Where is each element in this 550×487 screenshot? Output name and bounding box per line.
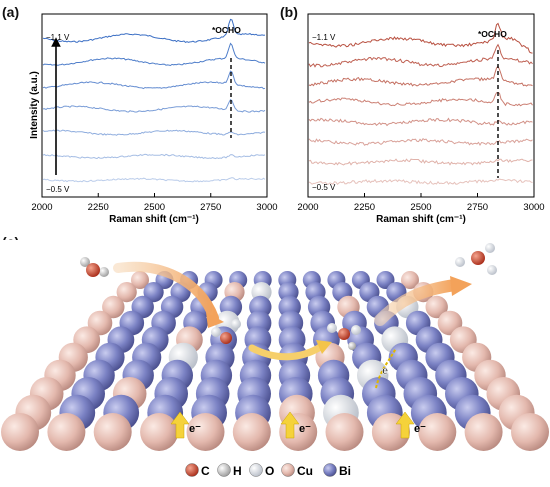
x-tick-label: 2750 (467, 202, 488, 213)
legend-swatch (281, 463, 295, 477)
legend-swatch (185, 463, 199, 477)
series-line (308, 43, 533, 68)
x-tick-label: 3000 (256, 202, 277, 213)
series-line (42, 18, 266, 43)
x-tick-label: 2750 (200, 202, 221, 213)
product-molecule (455, 243, 497, 275)
series-group-b (308, 22, 533, 186)
lattice-atom (116, 282, 137, 303)
annotation-bottom-a: −0.5 V (46, 185, 70, 194)
surface-illustration: e⁻ e⁻ e⁻ e⁻ C H O Cu Bi (1, 240, 549, 478)
series-line (308, 138, 533, 146)
lattice-atom (131, 271, 149, 289)
x-ticks-b: 2000 2250 2500 2750 3000 (297, 193, 545, 213)
reactant-molecule (80, 257, 109, 277)
electron-path (375, 347, 397, 389)
x-axis-label-b: Raman shift (cm⁻¹) (376, 214, 466, 225)
electron-arrow (170, 411, 190, 439)
x-tick-label: 2500 (410, 202, 431, 213)
series-line (308, 92, 533, 107)
lattice-atom (143, 282, 164, 303)
legend-label: Bi (339, 464, 351, 478)
electron-label-surface: e⁻ (382, 365, 394, 377)
x-tick-label: 2250 (88, 202, 109, 213)
x-tick-label: 2000 (31, 202, 52, 213)
adsorbed-intermediate-2 (327, 323, 361, 350)
lattice-atom (464, 413, 503, 451)
lattice-atom (186, 413, 225, 451)
series-line (42, 177, 266, 183)
x-tick-label: 2500 (144, 202, 165, 213)
x-axis-label-a: Raman shift (cm⁻¹) (109, 214, 199, 225)
legend-label: C (201, 464, 210, 478)
panel-label-a: (a) (2, 4, 20, 20)
annotation-bottom-b: −0.5 V (312, 183, 336, 192)
lattice-atom (425, 295, 448, 319)
series-line (42, 70, 266, 90)
electron-label: e⁻ (299, 423, 311, 435)
series-line (42, 98, 266, 113)
lattice-atom (140, 413, 179, 451)
legend-label: Cu (297, 464, 313, 478)
series-line (308, 117, 533, 127)
raman-chart-b: −1.1 V −0.5 V *OCHO 2000 2250 2500 2750 3000… (297, 13, 545, 225)
x-tick-label: 3000 (523, 202, 544, 213)
electron-label: e⁻ (189, 423, 201, 435)
series-line (308, 22, 533, 54)
annotation-peak-b: *OCHO (478, 29, 507, 39)
series-line (308, 178, 533, 186)
lattice-atom (93, 413, 132, 451)
series-line (308, 65, 533, 87)
series-line (308, 158, 533, 166)
lattice-atom (511, 413, 549, 451)
lattice-atom (1, 413, 39, 451)
legend-swatch (249, 463, 263, 477)
series-line (42, 153, 266, 160)
lattice-atom (102, 295, 125, 319)
annotation-top-b: −1.1 V (312, 33, 336, 42)
product-arrow (374, 279, 461, 326)
series-group-a (42, 18, 266, 183)
reactant-arrow (113, 261, 219, 323)
lattice-atom (47, 413, 86, 451)
lattice-atom (401, 271, 419, 289)
lattice-atom (418, 413, 457, 451)
plot-frame-a (41, 13, 268, 198)
series-line (42, 129, 266, 136)
legend-swatch (323, 463, 337, 477)
series-line (42, 42, 266, 67)
transfer-arrow (248, 342, 326, 361)
electron-label: e⁻ (414, 423, 426, 435)
atom-legend: C H O Cu Bi (185, 463, 351, 478)
legend-label: H (233, 464, 242, 478)
electron-arrow (395, 411, 415, 439)
y-axis-label-a: Intensity (a.u.) (29, 71, 40, 139)
electron-arrows: e⁻ e⁻ e⁻ (170, 411, 426, 439)
legend-swatch (217, 463, 231, 477)
x-tick-label: 2250 (354, 202, 375, 213)
panel-label-b: (b) (280, 4, 298, 20)
lattice-atom (325, 413, 364, 451)
annotation-top-a: −1.1 V (46, 33, 70, 42)
raman-chart-a: −1.1 V −0.5 V *OCHO 2000 2250 2500 2750 3000… (29, 13, 278, 225)
adsorbed-intermediate-1 (211, 319, 241, 344)
electron-arrow (280, 411, 300, 439)
x-ticks-a: 2000 2250 2500 2750 3000 (31, 193, 278, 213)
annotation-peak-a: *OCHO (212, 25, 241, 35)
legend-label: O (265, 464, 274, 478)
x-tick-label: 2000 (297, 202, 318, 213)
lattice-atom (232, 413, 271, 451)
